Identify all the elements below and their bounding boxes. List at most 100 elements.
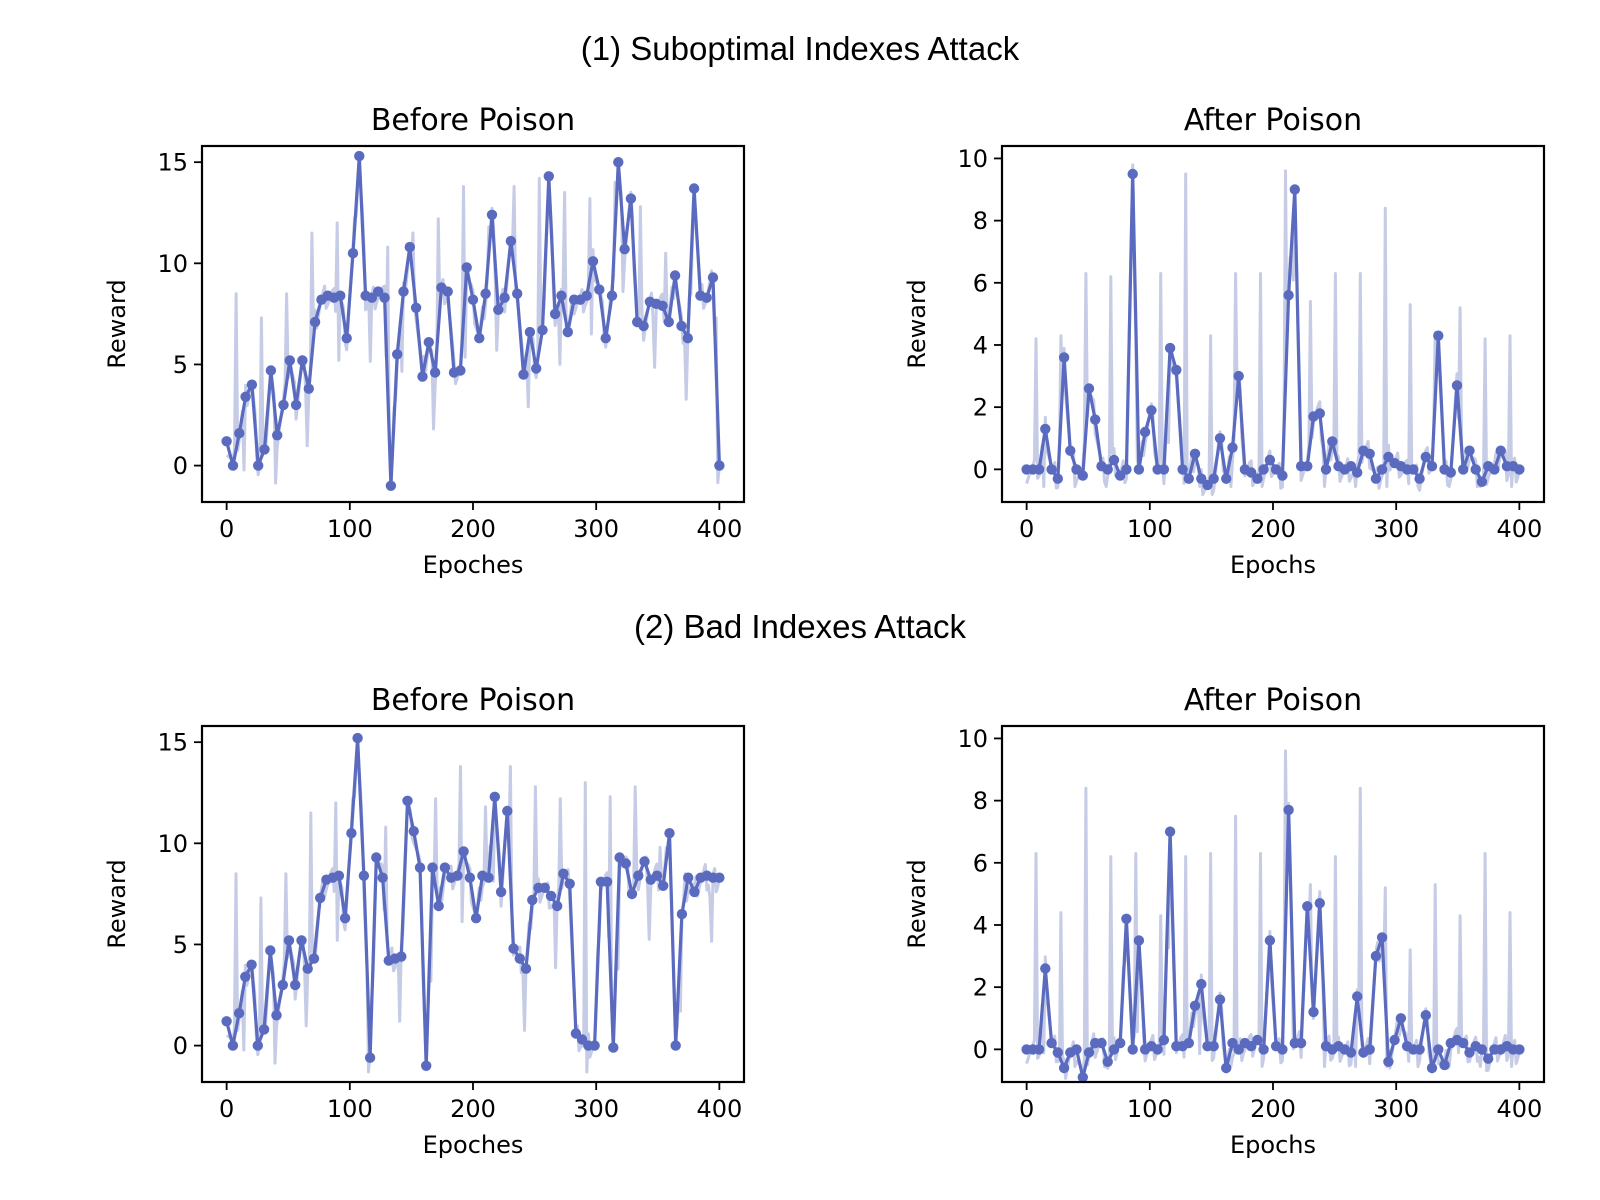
data-point	[670, 1040, 681, 1051]
series-markers	[1021, 168, 1525, 491]
x-tick-label: 100	[1127, 1095, 1173, 1123]
data-point	[442, 286, 453, 297]
data-point	[252, 1040, 263, 1051]
x-axis-label: Epochs	[1230, 1131, 1316, 1159]
data-point	[278, 399, 289, 411]
data-point	[417, 371, 428, 382]
data-point	[439, 862, 451, 873]
data-point	[1146, 405, 1157, 416]
series-markers	[221, 150, 725, 491]
data-point	[1433, 1044, 1444, 1055]
data-point	[1208, 1041, 1219, 1052]
data-point	[1052, 473, 1063, 484]
shadow-trace	[1025, 163, 1521, 496]
series-markers	[221, 732, 725, 1071]
data-point	[1370, 473, 1382, 484]
data-point	[1233, 370, 1244, 382]
data-point	[1283, 804, 1294, 816]
data-point	[1495, 445, 1506, 456]
series-line	[225, 736, 720, 1068]
data-point	[683, 872, 694, 883]
data-point	[371, 852, 382, 863]
x-tick-label: 300	[1373, 1095, 1419, 1123]
data-point	[1121, 913, 1132, 924]
data-point	[1258, 1044, 1269, 1055]
data-point	[1196, 978, 1207, 990]
data-point	[1345, 1047, 1357, 1058]
y-tick-label: 0	[973, 1036, 988, 1064]
data-point	[265, 365, 277, 376]
data-point	[543, 171, 554, 182]
x-tick-label: 300	[1373, 515, 1419, 543]
data-point	[1370, 950, 1382, 962]
data-point	[352, 732, 363, 744]
data-point	[1033, 464, 1045, 475]
data-point	[290, 399, 302, 411]
data-point	[707, 272, 719, 283]
data-point	[633, 870, 644, 881]
x-tick-label: 100	[1127, 515, 1173, 543]
data-point	[458, 846, 469, 857]
x-tick-label: 100	[327, 515, 373, 543]
data-point	[1052, 1047, 1063, 1058]
data-point	[1458, 464, 1469, 475]
data-point	[1414, 473, 1425, 484]
y-tick-label: 2	[973, 394, 988, 422]
data-point	[714, 460, 725, 471]
y-tick-label: 15	[157, 149, 188, 177]
data-point	[539, 882, 550, 893]
data-point	[505, 235, 517, 247]
data-point	[246, 379, 258, 390]
data-point	[658, 880, 669, 891]
data-point	[1420, 1010, 1431, 1021]
data-point	[1464, 445, 1475, 456]
data-point	[1171, 364, 1182, 376]
data-point	[396, 951, 407, 962]
data-point	[339, 913, 351, 924]
data-point	[427, 862, 438, 873]
data-point	[625, 193, 637, 204]
data-point	[1327, 436, 1338, 447]
data-point	[1514, 464, 1525, 475]
data-point	[1040, 423, 1051, 435]
data-point	[1476, 476, 1488, 487]
data-point	[221, 436, 232, 447]
data-point	[581, 290, 592, 301]
x-tick-label: 0	[1019, 1095, 1034, 1123]
data-point	[272, 430, 283, 441]
series-line	[1026, 172, 1521, 487]
data-point	[233, 1008, 245, 1019]
y-tick-label: 15	[157, 729, 188, 757]
y-axis-label: Reward	[103, 859, 131, 948]
data-point	[1426, 461, 1438, 472]
y-tick-label: 10	[157, 830, 188, 858]
data-point	[1221, 473, 1232, 484]
data-point	[1264, 935, 1276, 946]
data-point	[714, 872, 725, 883]
data-point	[664, 828, 675, 839]
data-point	[638, 320, 649, 332]
x-tick-label: 400	[1496, 515, 1542, 543]
x-tick-label: 0	[1019, 515, 1034, 543]
data-point	[657, 300, 668, 311]
data-point	[1489, 464, 1500, 475]
data-point	[1177, 464, 1188, 475]
data-point	[556, 290, 567, 301]
data-point	[221, 1016, 232, 1027]
data-point	[1102, 1056, 1113, 1067]
data-point	[259, 444, 270, 455]
data-point	[1096, 1037, 1107, 1049]
data-point	[303, 383, 314, 394]
data-point	[423, 337, 434, 348]
data-point	[486, 209, 498, 220]
data-point	[620, 858, 631, 869]
plot-frame	[200, 144, 746, 504]
x-tick-label: 400	[696, 1095, 742, 1123]
data-point	[227, 460, 239, 471]
data-point	[512, 288, 523, 299]
y-tick-label: 2	[973, 974, 988, 1002]
data-point	[283, 935, 295, 946]
x-tick-label: 200	[450, 515, 496, 543]
data-point	[302, 963, 313, 974]
data-point	[676, 320, 687, 332]
